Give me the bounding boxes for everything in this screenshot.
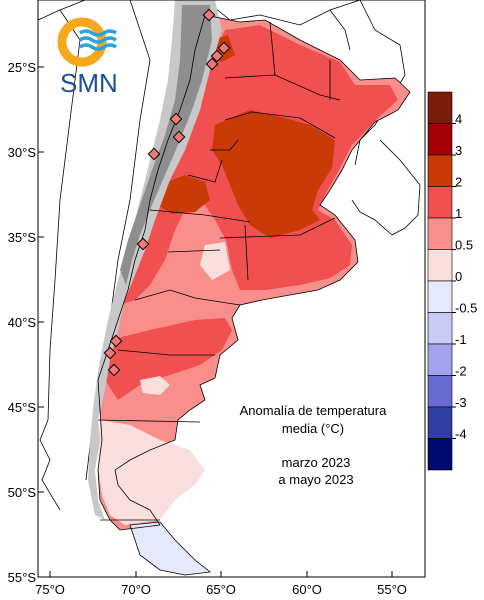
station-marker (169, 112, 183, 126)
station-marker (205, 57, 219, 71)
caption-line: media (°C) (282, 421, 344, 436)
colorbar-label: -4 (455, 427, 467, 442)
lon-ticks (49, 571, 393, 577)
province-borders (97, 14, 411, 531)
colorbar-label: 3 (455, 143, 462, 158)
colorbar-segment (427, 249, 453, 282)
station-marker (217, 41, 231, 55)
lat-label: 40°S (8, 315, 37, 330)
colorbar-label: -3 (455, 395, 467, 410)
station-marker (136, 237, 150, 251)
lat-label: 30°S (8, 145, 37, 160)
caption-line: marzo 2023 (282, 455, 351, 470)
colorbar-label: 0.5 (455, 238, 473, 253)
lon-label: 65°O (206, 582, 236, 597)
caption-line: a mayo 2023 (278, 472, 353, 487)
station-marker (172, 130, 186, 144)
field-2-3-west (158, 175, 210, 214)
lat-label: 55°S (8, 570, 37, 585)
colorbar-segment (427, 217, 453, 250)
station-marker (202, 8, 216, 22)
colorbar-segment (427, 438, 453, 471)
colorbar-label: 0 (455, 269, 462, 284)
colorbar-label: -0.5 (455, 301, 477, 316)
colorbar-label: 2 (455, 175, 462, 190)
colorbar-label: 4 (455, 112, 462, 127)
colorbar-segment (427, 154, 453, 187)
colorbar-label: -1 (455, 332, 467, 347)
colorbar: 4 3 2 1 0.5 0 -0.5 -1 -2 -3 -4 (427, 91, 477, 471)
lon-label: 60°O (292, 582, 322, 597)
field-2-3 (212, 110, 335, 238)
colorbar-segment (427, 312, 453, 345)
field-0-0.5-island (140, 376, 170, 395)
lat-label: 25°S (8, 60, 37, 75)
lon-label: 75°O (35, 582, 65, 597)
lon-label: 70°O (121, 582, 151, 597)
lat-label: 45°S (8, 400, 37, 415)
station-markers (103, 8, 231, 377)
lat-label: 35°S (8, 230, 37, 245)
colorbar-segment (427, 91, 453, 124)
tierra-del-fuego (129, 521, 211, 576)
station-marker (147, 147, 161, 161)
lat-ticks (38, 66, 44, 493)
caption-line: Anomalía de temperatura (240, 403, 387, 418)
smn-logo: SMN (57, 17, 118, 98)
station-marker (107, 363, 121, 377)
station-marker (109, 334, 123, 348)
colorbar-segment (427, 406, 453, 439)
lat-label: 50°S (8, 485, 37, 500)
colorbar-segment (427, 280, 453, 313)
logo-waves-icon (79, 29, 117, 51)
field-0-0.5-east (200, 242, 230, 280)
field-0-0.5 (98, 420, 205, 525)
lon-label: 55°O (377, 582, 407, 597)
station-marker (210, 49, 224, 63)
colorbar-segment (427, 375, 453, 408)
field-1-2-south (105, 318, 232, 400)
logo-text: SMN (60, 68, 118, 98)
colorbar-label: 1 (455, 206, 462, 221)
map-caption: Anomalía de temperatura media (°C) marzo… (240, 403, 387, 487)
station-marker (103, 346, 117, 360)
map-frame (37, 0, 426, 578)
colorbar-segment (427, 186, 453, 219)
colorbar-segment (427, 123, 453, 156)
colorbar-label: -2 (455, 364, 467, 379)
colorbar-segment (427, 343, 453, 376)
